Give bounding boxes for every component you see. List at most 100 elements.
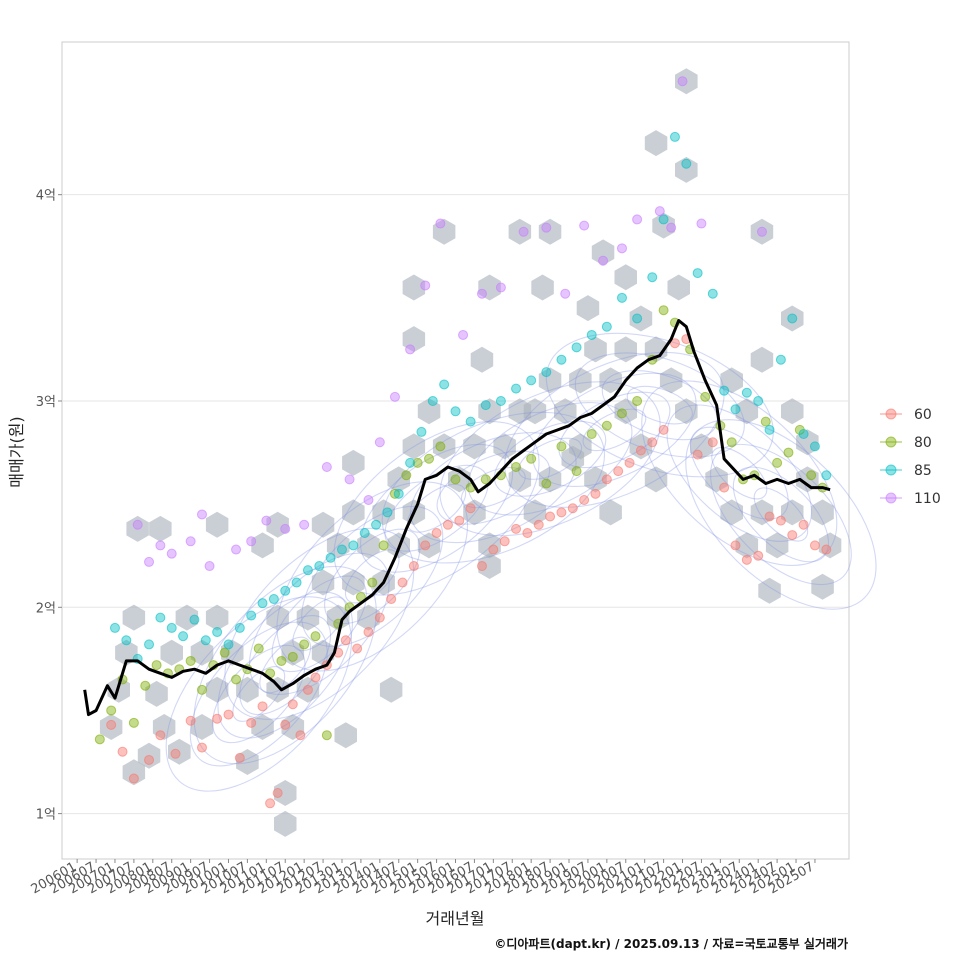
point-60 xyxy=(257,701,268,712)
density-contour xyxy=(626,385,693,425)
point-60 xyxy=(287,699,298,710)
point-60 xyxy=(170,748,181,759)
point-60 xyxy=(624,457,635,468)
density-contour xyxy=(193,565,377,765)
hexbin-cell xyxy=(326,604,350,631)
point-60 xyxy=(374,612,385,623)
point-110 xyxy=(374,437,385,448)
point-60 xyxy=(556,507,567,518)
point-85 xyxy=(302,565,313,576)
point-85 xyxy=(257,598,268,609)
point-110 xyxy=(389,391,400,402)
point-80 xyxy=(526,453,537,464)
point-85 xyxy=(109,622,120,633)
point-85 xyxy=(359,528,370,539)
point-85 xyxy=(325,552,336,563)
hexbin-cell xyxy=(591,239,615,266)
point-85 xyxy=(511,383,522,394)
hexbin-cell xyxy=(379,676,403,703)
density-contour xyxy=(710,443,852,586)
point-60 xyxy=(809,540,820,551)
hexbin-cell xyxy=(402,274,426,301)
point-80 xyxy=(616,408,627,419)
density-contour xyxy=(532,372,697,488)
hexbin-cell xyxy=(478,274,501,301)
density-contour xyxy=(493,420,607,497)
point-110 xyxy=(261,515,272,526)
point-60 xyxy=(741,554,752,565)
point-80 xyxy=(601,420,612,431)
legend-label-85: 85 xyxy=(914,463,932,479)
hexbin-cell xyxy=(690,433,713,460)
density-contour xyxy=(504,351,725,508)
point-60 xyxy=(635,445,646,456)
point-80 xyxy=(450,474,461,485)
point-110 xyxy=(435,218,446,229)
legend-marker-85 xyxy=(885,464,897,476)
hexbin-cell xyxy=(811,499,834,526)
point-60 xyxy=(128,773,139,784)
hexbin-cell xyxy=(614,264,637,291)
hexbin-cell xyxy=(538,367,562,394)
point-60 xyxy=(280,719,291,730)
point-80 xyxy=(310,631,321,642)
point-110 xyxy=(677,76,688,87)
hexbin-cell xyxy=(584,466,607,493)
point-85 xyxy=(526,375,537,386)
point-80 xyxy=(287,651,298,662)
point-80 xyxy=(726,437,737,448)
density-contour xyxy=(271,575,367,673)
point-85 xyxy=(601,321,612,332)
hexbin-cell xyxy=(205,511,229,538)
point-80 xyxy=(541,478,552,489)
gridlines xyxy=(62,194,849,815)
hexbin-cell xyxy=(750,218,774,245)
point-60 xyxy=(310,672,321,683)
point-60 xyxy=(223,709,234,720)
hexbin-cell xyxy=(629,305,653,332)
point-80 xyxy=(435,441,446,452)
point-85 xyxy=(798,428,809,439)
point-80 xyxy=(389,488,400,499)
point-80 xyxy=(658,305,669,316)
point-110 xyxy=(560,288,571,299)
point-60 xyxy=(821,544,832,555)
legend-marker-80 xyxy=(885,436,897,448)
point-60 xyxy=(798,519,809,530)
point-60 xyxy=(246,717,257,728)
density-contour xyxy=(685,419,877,610)
point-85 xyxy=(200,635,211,646)
density-contour xyxy=(467,402,633,516)
hexbin-cell xyxy=(705,466,728,493)
point-60 xyxy=(613,466,624,477)
hexbin-cell xyxy=(311,511,335,538)
point-110 xyxy=(579,220,590,231)
point-60 xyxy=(196,742,207,753)
point-85 xyxy=(427,395,438,406)
point-60 xyxy=(234,752,245,763)
point-85 xyxy=(821,470,832,481)
hexbin-cell xyxy=(811,573,834,600)
point-85 xyxy=(647,272,658,283)
point-60 xyxy=(155,730,166,741)
hexbin-cell xyxy=(296,676,320,703)
hexbin-cell xyxy=(758,577,781,604)
hexbin-cell xyxy=(493,433,516,460)
point-110 xyxy=(144,556,155,567)
point-85 xyxy=(809,441,820,452)
hexbin-cell xyxy=(342,449,365,476)
hexbin-cell xyxy=(781,398,804,425)
hexbin-cell xyxy=(251,532,274,559)
point-80 xyxy=(772,457,783,468)
density-contour xyxy=(711,446,768,500)
point-110 xyxy=(616,243,627,254)
legend: 60 80 85 110 xyxy=(880,407,941,507)
hexbin-cell xyxy=(122,604,146,631)
point-80 xyxy=(185,655,196,666)
point-60 xyxy=(106,719,117,730)
hexbin-cell xyxy=(311,569,335,596)
point-60 xyxy=(408,561,419,572)
point-85 xyxy=(371,519,382,530)
point-110 xyxy=(405,344,416,355)
point-80 xyxy=(276,655,287,666)
